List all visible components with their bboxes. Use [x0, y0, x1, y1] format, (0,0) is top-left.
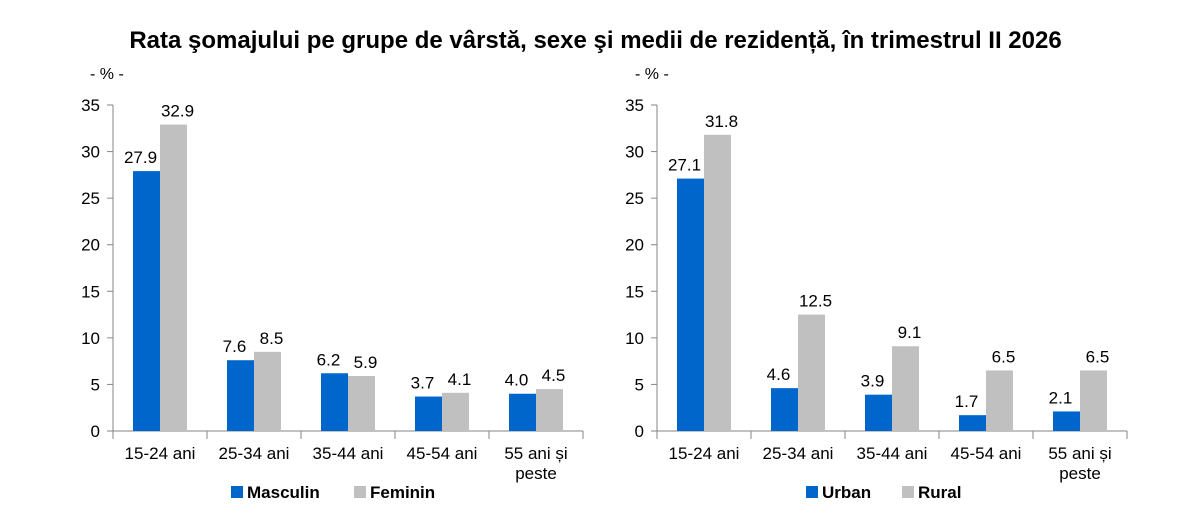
data-label: 31.8 — [705, 112, 738, 131]
bar-urban — [677, 178, 704, 431]
y-tick-label: 0 — [635, 422, 644, 441]
y-tick-label: 25 — [81, 189, 100, 208]
bar-rural — [986, 370, 1013, 431]
legend-swatch-rural — [902, 486, 914, 498]
y-tick-label: 10 — [625, 329, 644, 348]
data-label: 8.5 — [260, 329, 284, 348]
x-tick-label: 55 ani și — [1048, 444, 1111, 463]
x-tick-label: peste — [1059, 464, 1101, 483]
chart-panel-age-sex: - % - 0 5 10 15 20 25 30 35 15-24 ani 27.9 32.9 25-3… — [81, 66, 584, 502]
x-tick-label: 25-34 ani — [219, 444, 290, 463]
bar-urban — [865, 394, 892, 431]
x-tick-label: 55 ani și — [504, 444, 567, 463]
bar-feminin — [348, 376, 375, 431]
bar-feminin — [254, 351, 281, 431]
legend-swatch-masculin — [231, 486, 243, 498]
y-tick-label: 25 — [625, 189, 644, 208]
bar-urban — [959, 415, 986, 431]
data-label: 5.9 — [354, 353, 378, 372]
y-tick-label: 5 — [91, 375, 100, 394]
data-label: 12.5 — [799, 292, 832, 311]
bar-masculin — [415, 396, 442, 431]
bar-feminin — [536, 389, 563, 431]
legend-swatch-feminin — [354, 486, 366, 498]
data-label: 6.5 — [992, 347, 1016, 366]
y-tick-label: 35 — [625, 96, 644, 115]
x-tick-label: peste — [515, 464, 557, 483]
data-label: 27.1 — [668, 156, 701, 175]
x-tick-label: 45-54 ani — [951, 444, 1022, 463]
bar-feminin — [160, 124, 187, 431]
y-tick-label: 20 — [81, 236, 100, 255]
chart-title: Rata şomajului pe grupe de vârstă, sexe … — [129, 27, 1062, 54]
y-tick-label: 20 — [625, 236, 644, 255]
data-label: 9.1 — [898, 323, 922, 342]
bar-rural — [798, 314, 825, 431]
y-tick-label: 0 — [91, 422, 100, 441]
data-label: 1.7 — [955, 392, 979, 411]
y-tick-label: 15 — [81, 282, 100, 301]
y-tick-label: 15 — [625, 282, 644, 301]
bar-urban — [1053, 411, 1080, 431]
data-label: 3.7 — [411, 374, 435, 393]
bar-feminin — [442, 392, 469, 431]
bar-rural — [892, 346, 919, 431]
data-label: 6.5 — [1086, 347, 1110, 366]
bar-masculin — [133, 171, 160, 432]
data-label: 3.9 — [861, 372, 885, 391]
legend-swatch-urban — [806, 486, 818, 498]
data-label: 4.1 — [448, 370, 472, 389]
x-tick-label: 35-44 ani — [313, 444, 384, 463]
y-tick-label: 30 — [625, 143, 644, 162]
bar-masculin — [509, 393, 536, 431]
data-label: 6.2 — [317, 350, 341, 369]
data-label: 4.5 — [542, 366, 566, 385]
y-tick-label: 30 — [81, 143, 100, 162]
x-tick-label: 45-54 ani — [407, 444, 478, 463]
unit-label: - % - — [90, 66, 124, 83]
data-label: 7.6 — [223, 337, 247, 356]
x-tick-label: 25-34 ani — [763, 444, 834, 463]
bar-rural — [1080, 370, 1107, 431]
legend-label: Urban — [822, 483, 871, 502]
bar-masculin — [321, 373, 348, 431]
y-tick-label: 10 — [81, 329, 100, 348]
legend-label: Feminin — [370, 483, 435, 502]
unit-label: - % - — [635, 66, 669, 83]
chart-panel-age-residence: - % - 0 5 10 15 20 25 30 35 15-24 ani 27.1 31.8 25-3… — [625, 66, 1128, 502]
data-label: 27.9 — [124, 148, 157, 167]
data-label: 4.6 — [767, 365, 791, 384]
y-tick-label: 35 — [81, 96, 100, 115]
x-tick-label: 35-44 ani — [857, 444, 928, 463]
bar-rural — [704, 134, 731, 431]
data-label: 32.9 — [161, 102, 194, 121]
bar-urban — [771, 388, 798, 431]
legend-label: Masculin — [247, 483, 320, 502]
y-tick-label: 5 — [635, 375, 644, 394]
bar-masculin — [227, 360, 254, 431]
data-label: 2.1 — [1049, 388, 1073, 407]
x-tick-label: 15-24 ani — [125, 444, 196, 463]
x-tick-label: 15-24 ani — [669, 444, 740, 463]
legend-label: Rural — [918, 483, 961, 502]
data-label: 4.0 — [505, 371, 529, 390]
